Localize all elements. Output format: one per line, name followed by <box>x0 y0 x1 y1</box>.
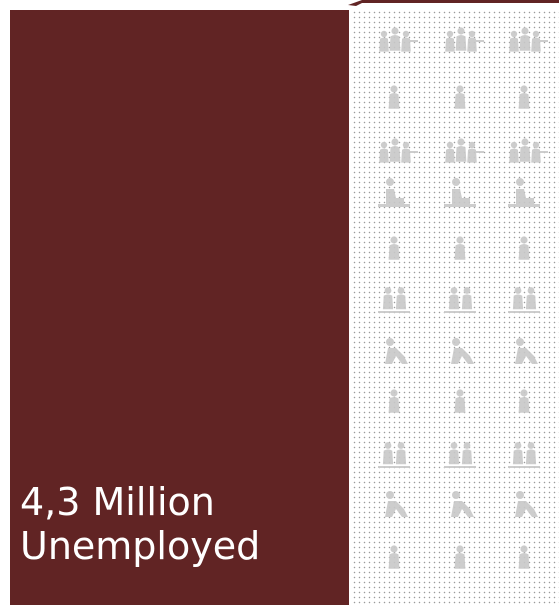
seated-person-icon <box>444 178 476 207</box>
person-icon <box>518 389 530 413</box>
group-of-people-icon <box>445 27 484 52</box>
person-icon <box>518 236 530 260</box>
two-people-icon <box>444 287 476 313</box>
unemployed-count: 4,3 Million <box>20 480 215 524</box>
seated-person-icon <box>378 178 410 207</box>
two-people-icon <box>508 442 540 468</box>
person-icon <box>388 236 400 260</box>
person-icon <box>388 545 400 569</box>
people-figures-grid <box>378 27 548 569</box>
walking-person-icon <box>385 491 408 517</box>
walking-person-icon <box>451 491 474 517</box>
walking-person-icon <box>451 338 474 364</box>
two-people-icon <box>508 287 540 313</box>
person-icon <box>454 545 466 569</box>
group-of-people-icon <box>445 138 484 163</box>
person-icon <box>454 389 466 413</box>
unemployed-stat-label: 4,3 Million Unemployed <box>20 480 260 568</box>
group-of-people-icon <box>509 27 548 52</box>
person-icon <box>454 85 466 109</box>
seated-person-icon <box>508 178 540 207</box>
group-of-people-icon <box>509 138 548 163</box>
person-icon <box>388 389 400 413</box>
person-icon <box>454 236 466 260</box>
unemployed-caption: Unemployed <box>20 524 261 568</box>
arrow-shape-icon <box>348 0 559 6</box>
person-icon <box>518 545 530 569</box>
group-of-people-icon <box>379 138 418 163</box>
walking-person-icon <box>515 491 538 517</box>
unemployed-stat-panel <box>10 10 349 605</box>
people-figures-panel <box>352 10 559 605</box>
two-people-icon <box>378 442 410 468</box>
walking-person-icon <box>515 338 538 364</box>
group-of-people-icon <box>379 27 418 52</box>
walking-person-icon <box>385 338 408 364</box>
two-people-icon <box>378 287 410 313</box>
two-people-icon <box>444 442 476 468</box>
person-icon <box>518 85 530 109</box>
person-icon <box>388 85 400 109</box>
